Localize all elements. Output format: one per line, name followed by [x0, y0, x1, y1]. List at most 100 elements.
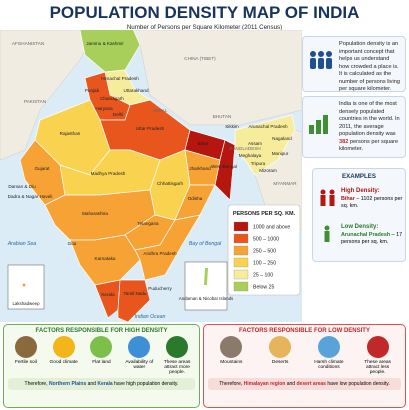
- footer-text: desert areas: [296, 381, 326, 387]
- state-label: Manipur: [272, 151, 289, 156]
- low-text: – 17 persons per sq. km.: [341, 231, 403, 245]
- state-label: Mizoram: [259, 168, 277, 173]
- country-label: AFGHANISTAN: [12, 41, 44, 46]
- chart-icon: [309, 115, 328, 134]
- high-state: Bihar: [341, 195, 355, 202]
- high-text: – 1102 persons per sq. km.: [341, 195, 403, 209]
- state-label: Himachal Pradesh: [101, 76, 139, 81]
- water-label: Indian Ocean: [135, 314, 166, 320]
- india-text: India is one of the most densely populat…: [339, 101, 400, 138]
- state-label: Delhi: [113, 112, 123, 117]
- people-icon: [310, 51, 332, 69]
- title: POPULATION DENSITY MAP OF INDIA: [49, 3, 360, 22]
- lakshadweep-inset: [7, 264, 45, 310]
- subtitle: Number of Persons per Square Kilometer (…: [126, 24, 283, 31]
- water-label: Bay of Bengal: [189, 241, 222, 247]
- high-factors: FACTORS RESPONSIBLE FOR HIGH DENSITY Fer…: [3, 324, 200, 408]
- state-label: Puducherry: [148, 286, 172, 291]
- map: Jammu & Kashmir Himachal Pradesh PunjabCha…: [0, 30, 302, 322]
- low-heading: Low Density:: [341, 224, 379, 231]
- factor-item: Deserts: [263, 336, 297, 375]
- state-label: Haryana: [95, 106, 113, 111]
- country-label: BANGLADESH: [229, 146, 260, 151]
- water-label: Arabian Sea: [7, 241, 37, 247]
- legend-label: 25 – 100: [253, 273, 273, 279]
- legend-swatch: [233, 257, 249, 268]
- legend-label: 1000 and above: [253, 225, 290, 231]
- low-footer: Therefore, Himalayan region and desert a…: [208, 378, 401, 390]
- state-label: Tripura: [251, 161, 266, 166]
- footer-text: Himalayan region: [243, 381, 286, 387]
- factor-label: These areas attract less people.: [364, 360, 391, 375]
- legend-label: 100 – 250: [253, 261, 276, 267]
- legend-label: 250 – 500: [253, 249, 276, 255]
- legend-swatch: [233, 233, 249, 244]
- examples-panel: EXAMPLES High Density: Bihar – 1102 pers…: [312, 168, 406, 262]
- state-label: Gujarat: [34, 166, 50, 171]
- low-factor-row: Mountains Deserts Harsh climate conditions…: [204, 336, 405, 375]
- state-label: Bihar: [198, 141, 209, 146]
- country-label: NEPAL: [153, 108, 168, 113]
- legend-swatch: [233, 269, 249, 280]
- state-label: Madhya Pradesh: [91, 171, 126, 176]
- factor-item: Mountains: [214, 336, 248, 375]
- state-label: Sikkim: [225, 124, 239, 129]
- concept-panel: Population density is an important conce…: [302, 36, 406, 92]
- state-label: Rajasthan: [60, 131, 81, 136]
- factor-label: Fertile soil: [14, 360, 37, 365]
- state-label: Odisha: [188, 196, 203, 201]
- state-label: Jammu & Kashmir: [86, 41, 124, 46]
- high-factor-row: Fertile soil Good climate Flat land Availab…: [4, 336, 199, 375]
- footer-text: have high population density.: [112, 381, 179, 387]
- factor-item: Availability of water: [122, 336, 156, 375]
- lakshadweep-islands: [22, 283, 26, 287]
- country-label: MYANMAR: [273, 181, 297, 186]
- factor-label: Flat land: [92, 360, 111, 365]
- low-state: Arunachal Pradesh: [341, 231, 391, 238]
- factor-icon: [14, 336, 37, 358]
- legend-swatch: [233, 281, 249, 292]
- factor-icon: [269, 336, 292, 358]
- low-example: Low Density: Arunachal Pradesh – 17 pers…: [313, 223, 405, 246]
- factor-label: These areas attract more people.: [163, 360, 191, 375]
- factor-item: Flat land: [84, 336, 118, 375]
- footer-text: Therefore,: [219, 381, 244, 387]
- high-footer: Therefore, Northern Plains and Kerala ha…: [8, 378, 195, 390]
- state-region: [234, 114, 296, 176]
- factor-icon: [166, 336, 189, 358]
- legend-swatch: [233, 245, 249, 256]
- state-label: Punjab: [85, 88, 100, 93]
- legend-label: Below 25: [253, 285, 274, 291]
- footer-text: Kerala: [97, 381, 113, 387]
- land-west: [0, 30, 96, 161]
- concept-text: Population density is an important conce…: [339, 41, 400, 93]
- high-heading: High Density:: [341, 188, 380, 195]
- state-label: Dadra & Nagar Haveli: [8, 194, 53, 199]
- footer-text: and: [86, 381, 98, 387]
- island-label: Lakshadweep: [12, 301, 40, 306]
- high-factors-title: FACTORS RESPONSIBLE FOR HIGH DENSITY: [35, 328, 168, 334]
- factor-label: Harsh climate conditions: [314, 360, 344, 370]
- footer-text: and: [285, 381, 297, 387]
- factor-item: Good climate: [47, 336, 81, 375]
- state-label: Uttar Pradesh: [136, 126, 165, 131]
- factor-label: Deserts: [271, 360, 289, 365]
- andaman-islands: [204, 268, 208, 285]
- legend-swatch: [233, 221, 249, 232]
- land-north: [129, 30, 302, 126]
- low-icon: [324, 225, 330, 243]
- state-label: Nagaland: [272, 136, 292, 141]
- state-region: [117, 279, 151, 322]
- state-label: Jharkhand: [189, 166, 211, 171]
- high-icon: [320, 189, 335, 207]
- state-label: Chhattisgarh: [157, 181, 183, 186]
- factor-item: Fertile soil: [9, 336, 43, 375]
- low-factors-title: FACTORS RESPONSIBLE FOR LOW DENSITY: [239, 328, 370, 334]
- india-panel: India is one of the most densely populat…: [302, 96, 406, 158]
- footer-text: Therefore,: [24, 381, 49, 387]
- factor-label: Mountains: [220, 360, 243, 365]
- state-label: Chandigarh: [100, 96, 124, 101]
- factor-icon: [220, 336, 243, 358]
- examples-title: EXAMPLES: [341, 173, 377, 180]
